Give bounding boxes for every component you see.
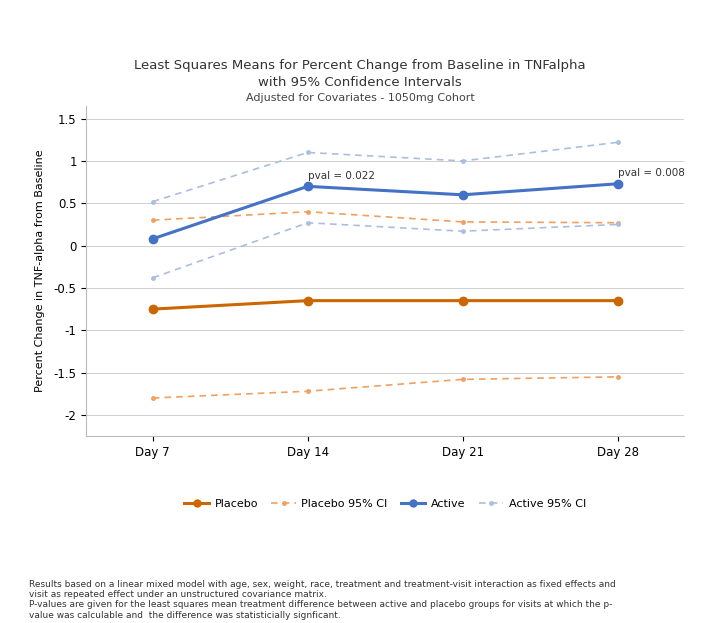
Y-axis label: Percent Change in TNF-alpha from Baseline: Percent Change in TNF-alpha from Baselin… [35,150,45,392]
Legend: Placebo, Placebo 95% CI, Active, Active 95% CI: Placebo, Placebo 95% CI, Active, Active … [180,495,590,513]
Text: Least Squares Means for Percent Change from Baseline in TNFalpha: Least Squares Means for Percent Change f… [134,59,586,72]
Text: pval = 0.008: pval = 0.008 [618,168,685,178]
Text: Results based on a linear mixed model with age, sex, weight, race, treatment and: Results based on a linear mixed model wi… [29,579,616,620]
Text: pval = 0.022: pval = 0.022 [307,171,374,181]
Text: Adjusted for Covariates - 1050mg Cohort: Adjusted for Covariates - 1050mg Cohort [246,93,474,103]
Text: with 95% Confidence Intervals: with 95% Confidence Intervals [258,76,462,88]
